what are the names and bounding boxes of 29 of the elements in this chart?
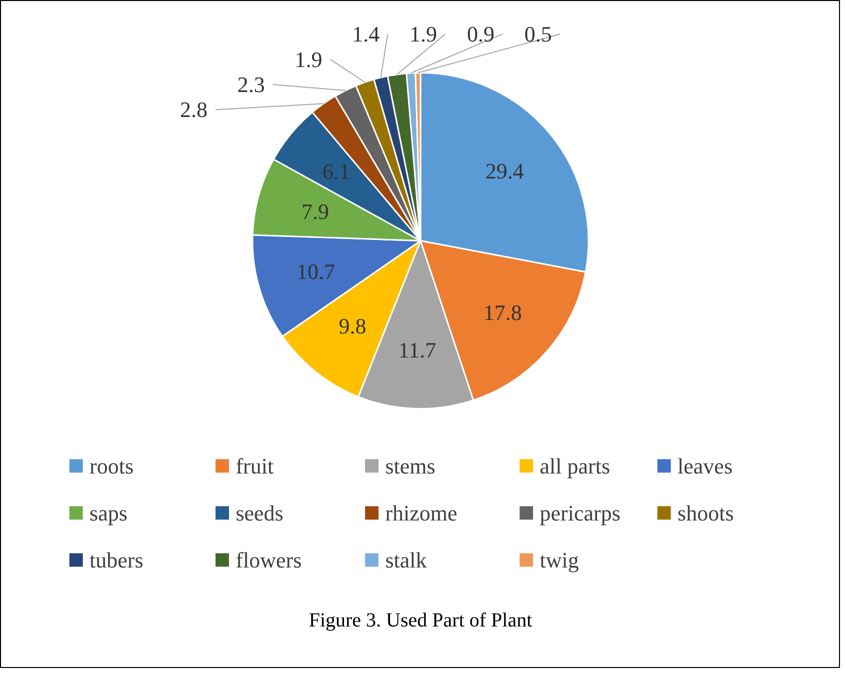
data-label: 6.1 xyxy=(322,158,350,184)
legend-label: rhizome xyxy=(385,500,458,526)
data-label: 9.8 xyxy=(338,314,366,339)
legend-label: leaves xyxy=(678,453,733,478)
data-label: 1.9 xyxy=(410,22,438,47)
legend-label: twig xyxy=(540,547,579,572)
data-label: 2.3 xyxy=(237,72,265,98)
legend-label: all parts xyxy=(540,453,610,478)
data-label: 11.7 xyxy=(398,337,436,362)
legend-label: roots xyxy=(90,453,134,478)
legend-label: fruit xyxy=(236,453,274,478)
data-label: 0.9 xyxy=(466,22,494,47)
legend-label: stalk xyxy=(385,547,427,572)
data-label: 1.9 xyxy=(294,46,322,72)
legend-label: flowers xyxy=(236,547,302,572)
data-label: 7.9 xyxy=(302,199,330,224)
data-label: 1.4 xyxy=(352,22,380,47)
legend-label: seeds xyxy=(236,500,284,526)
legend-label: tubers xyxy=(90,547,144,572)
legend-label: stems xyxy=(385,453,436,478)
legend-label: saps xyxy=(90,500,128,526)
data-label: 0.5 xyxy=(524,22,552,47)
data-label: 2.8 xyxy=(180,97,208,122)
legend-label: shoots xyxy=(678,500,734,526)
text: Figure 3. Used Part of Plant xyxy=(308,609,533,632)
data-label: 10.7 xyxy=(296,259,335,284)
data-label: 17.8 xyxy=(483,300,522,326)
data-label: 29.4 xyxy=(485,158,524,184)
legend-label: pericarps xyxy=(540,500,620,526)
